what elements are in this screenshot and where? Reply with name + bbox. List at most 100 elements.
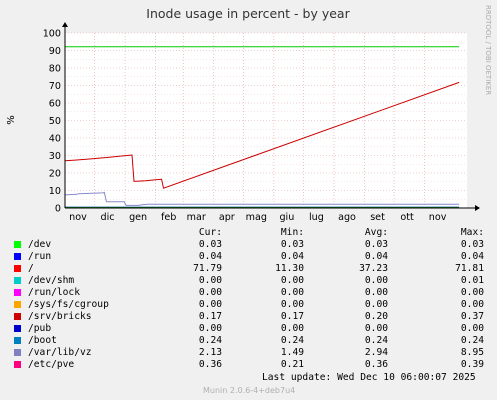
legend-row: /run/lock 0.00 0.00 0.00 0.00 (14, 287, 484, 299)
legend-label: /sys/fs/cgroup (28, 299, 109, 310)
y-tick-label: 90 (49, 46, 61, 57)
legend-avg-value: 37.23 (359, 263, 388, 274)
x-tick-label: apr (219, 212, 235, 223)
legend-max-value: 0.24 (460, 335, 484, 346)
y-tick-label: 30 (49, 151, 61, 162)
x-tick-label: feb (161, 212, 176, 223)
munin-version-text: Munin 2.0.6-4+deb7u4 (203, 386, 296, 395)
y-tick-labels: 0 10 20 30 40 50 60 70 80 90 100 (43, 29, 61, 215)
legend-avg-value: 0.20 (364, 311, 388, 322)
x-tick-label: gen (129, 212, 147, 223)
legend-row: /dev/shm 0.00 0.00 0.00 0.01 (14, 275, 484, 287)
legend-min-value: 0.00 (280, 275, 304, 286)
y-tick-label: 70 (49, 81, 61, 92)
legend-avg-value: 0.36 (364, 359, 388, 370)
y-axis-label: % (6, 115, 17, 125)
legend-min-value: 0.24 (280, 335, 304, 346)
legend-avg-value: 0.03 (364, 239, 388, 250)
legend-label: /boot (28, 335, 57, 346)
x-tick-label: giu (279, 212, 294, 223)
legend-min-value: 1.49 (280, 347, 304, 358)
legend-swatch (14, 241, 21, 248)
x-tick-label: lug (309, 212, 324, 223)
legend-row: /etc/pve 0.36 0.21 0.36 0.39 (14, 359, 484, 371)
legend-label: /etc/pve (28, 359, 75, 370)
x-tick-label: ago (338, 212, 356, 223)
legend-swatch (14, 289, 21, 296)
legend-min-value: 0.03 (280, 239, 304, 250)
legend-header-avg: Avg: (364, 227, 388, 238)
legend-row: /srv/bricks 0.17 0.17 0.20 0.37 (14, 311, 484, 323)
legend-cur-value: 0.17 (198, 311, 222, 322)
x-tick-label: ott (400, 212, 414, 223)
legend-row: /run 0.04 0.04 0.04 0.04 (14, 251, 484, 263)
x-tick-label: dic (101, 212, 115, 223)
y-tick-label: 20 (49, 169, 61, 180)
legend-row: /sys/fs/cgroup 0.00 0.00 0.00 0.00 (14, 299, 484, 311)
legend-cur-value: 0.00 (198, 323, 222, 334)
legend-cur-value: 0.00 (198, 275, 222, 286)
legend-swatch (14, 301, 21, 308)
legend-swatch (14, 313, 21, 320)
legend-label: /srv/bricks (28, 311, 92, 322)
legend-swatch (14, 325, 21, 332)
legend-label: /var/lib/vz (28, 347, 92, 358)
legend-label: /dev/shm (28, 275, 75, 286)
legend-min-value: 0.00 (280, 299, 304, 310)
legend-avg-value: 0.00 (364, 287, 388, 298)
legend-header-cur: Cur: (198, 227, 222, 238)
legend-row: /dev 0.03 0.03 0.03 0.03 (14, 239, 484, 251)
y-tick-label: 100 (43, 29, 61, 40)
legend-avg-value: 0.00 (364, 323, 388, 334)
y-tick-label: 0 (55, 204, 61, 215)
legend-avg-value: 0.04 (364, 251, 388, 262)
legend-label: / (28, 263, 34, 274)
x-tick-label: set (370, 212, 385, 223)
legend-min-value: 0.04 (280, 251, 304, 262)
legend-cur-value: 2.13 (198, 347, 222, 358)
last-update-text: Last update: Wed Dec 10 06:00:07 2025 (262, 372, 476, 383)
legend-max-value: 0.00 (460, 323, 484, 334)
legend-cur-value: 71.79 (193, 263, 222, 274)
legend-cur-value: 0.04 (198, 251, 222, 262)
legend-cur-value: 0.03 (198, 239, 222, 250)
y-tick-label: 50 (49, 116, 61, 127)
legend-max-value: 0.04 (460, 251, 484, 262)
legend-min-value: 0.17 (280, 311, 304, 322)
legend-row: /pub 0.00 0.00 0.00 0.00 (14, 323, 484, 335)
rrdtool-credit: RRDTOOL / TOBI OETIKER (484, 5, 492, 95)
legend-swatch (14, 337, 21, 344)
series-line (64, 81, 460, 189)
y-tick-label: 10 (49, 186, 61, 197)
legend-avg-value: 2.94 (364, 347, 388, 358)
legend-avg-value: 0.00 (364, 275, 388, 286)
legend-label: /run (28, 251, 52, 262)
legend-swatch (14, 349, 21, 356)
y-axis-arrow (62, 22, 68, 27)
legend-swatch (14, 253, 21, 260)
legend-header-min: Min: (280, 227, 304, 238)
legend-row: /var/lib/vz 2.13 1.49 2.94 8.95 (14, 347, 484, 359)
legend-max-value: 0.37 (460, 311, 484, 322)
legend-max-value: 71.81 (455, 263, 484, 274)
legend-avg-value: 0.24 (364, 335, 388, 346)
legend-swatch (14, 361, 21, 368)
legend-row: /boot 0.24 0.24 0.24 0.24 (14, 335, 484, 347)
y-tick-label: 40 (49, 134, 61, 145)
legend-cur-value: 0.24 (198, 335, 222, 346)
legend-min-value: 0.00 (280, 287, 304, 298)
legend-label: /dev (28, 239, 52, 250)
axes (62, 22, 480, 211)
legend-cur-value: 0.00 (198, 287, 222, 298)
legend-max-value: 0.39 (460, 359, 484, 370)
legend-cur-value: 0.00 (198, 299, 222, 310)
y-tick-label: 60 (49, 99, 61, 110)
x-tick-label: mag (246, 212, 267, 223)
x-tick-label: nov (429, 212, 447, 223)
legend-swatch (14, 277, 21, 284)
legend-cur-value: 0.36 (198, 359, 222, 370)
legend-min-value: 11.30 (275, 263, 304, 274)
series-line (64, 192, 460, 206)
legend-max-value: 0.01 (460, 275, 484, 286)
